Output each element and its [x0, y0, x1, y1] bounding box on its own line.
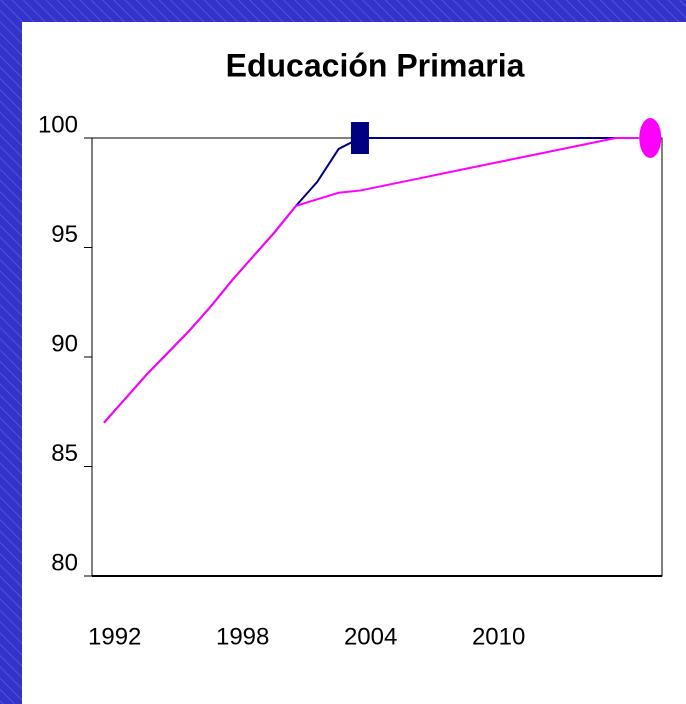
x-tick-label: 2004	[344, 623, 397, 650]
y-tick-label: 85	[51, 440, 78, 467]
chart-title: Educación Primaria	[226, 47, 525, 83]
y-tick-label: 80	[51, 549, 78, 576]
series-marker	[350, 122, 369, 154]
y-tick-label: 95	[51, 221, 78, 248]
series-marker	[639, 118, 662, 158]
x-tick-label: 1998	[216, 623, 269, 650]
x-tick-label: 1992	[88, 623, 141, 650]
series-line	[103, 137, 638, 424]
y-tick-label: 90	[51, 330, 78, 357]
y-tick-label: 100	[38, 111, 78, 138]
x-tick-label: 2010	[472, 623, 525, 650]
